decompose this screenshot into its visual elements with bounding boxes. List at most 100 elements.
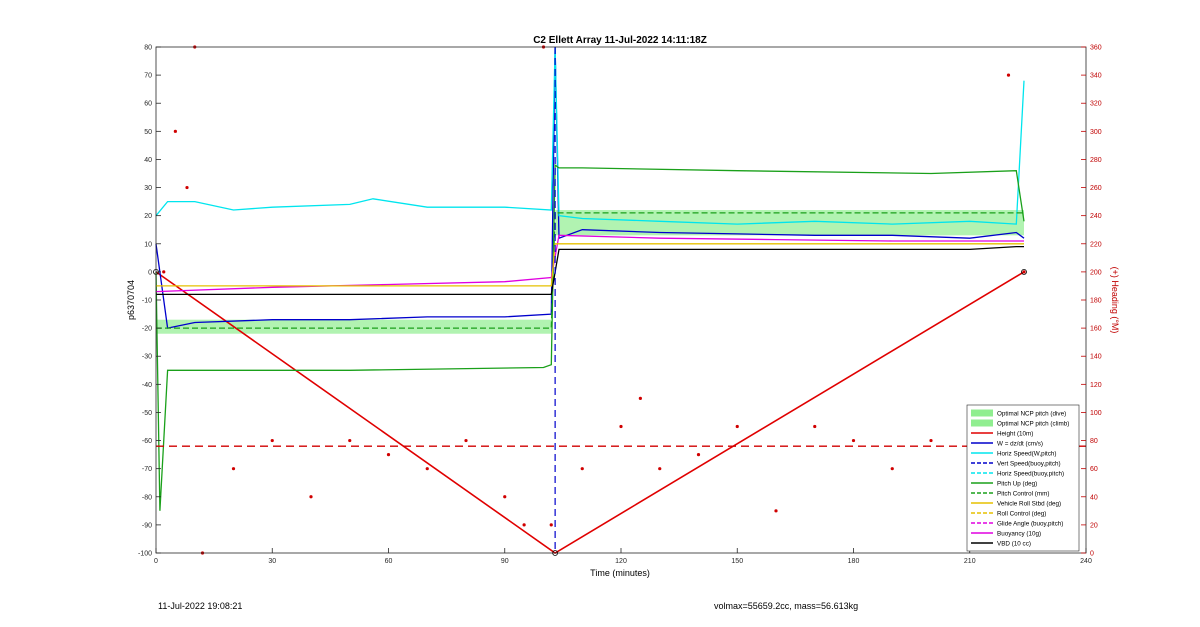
heading-point (386, 453, 391, 457)
heading-point (309, 495, 313, 499)
y-tick-label: 10 (144, 241, 152, 248)
y2-tick-label: 340 (1090, 73, 1102, 80)
legend-entry: Horiz Speed(W,pitch) (997, 451, 1057, 458)
y-tick-label: -50 (142, 410, 152, 417)
legend-entry: Buoyancy (10g) (997, 531, 1041, 538)
y-tick-label: -60 (142, 438, 152, 445)
legend-entry: Vert Speed(buoy,pitch) (997, 461, 1061, 468)
heading-point (851, 438, 856, 443)
y2-tick-label: 320 (1090, 101, 1102, 108)
y-axis-label: p6370704 (126, 280, 136, 320)
y2-tick-label: 200 (1090, 269, 1102, 276)
y2-tick-label: 20 (1090, 522, 1098, 529)
legend-entry: Height (10m) (997, 431, 1033, 438)
y2-tick-label: 160 (1090, 326, 1102, 333)
y2-axis-label: (+) Heading (°M) (1110, 267, 1120, 334)
heading-point (503, 495, 507, 499)
y-tick-label: 80 (144, 45, 152, 52)
legend-swatch (971, 419, 993, 427)
y-tick-label: -30 (142, 354, 152, 361)
series-vehicle-roll-stbd-deg (156, 243, 1024, 287)
chart-title: C2 Ellett Array 11-Jul-2022 14:11:18Z (533, 35, 707, 46)
y-tick-label: 40 (144, 157, 152, 164)
heading-point (348, 438, 352, 443)
heading-point (658, 467, 662, 471)
series-vbd-10-cc (156, 245, 1024, 296)
x-tick-label: 90 (501, 558, 509, 565)
heading-point (890, 467, 894, 471)
heading-point (1022, 270, 1026, 274)
x-tick-label: 60 (385, 558, 393, 565)
y-tick-label: -40 (142, 382, 152, 389)
legend-entry: Optimal NCP pitch (climb) (997, 421, 1069, 428)
axes-layer: 0 30 60 90 120 150 180 210 240-100-90-80-70-60-5… (138, 45, 1102, 566)
x-tick-label: 150 (731, 558, 743, 565)
heading-point (580, 467, 584, 471)
heading-point (270, 438, 274, 443)
y-tick-label: 0 (148, 269, 152, 276)
x-tick-label: 30 (268, 558, 276, 565)
y2-tick-label: 280 (1090, 157, 1102, 164)
heading-point (425, 467, 429, 471)
legend-entry: Horiz Speed(buoy,pitch) (997, 471, 1064, 478)
plot-frame (155, 46, 1087, 554)
y-tick-label: -90 (142, 522, 152, 529)
legend-entry: Optimal NCP pitch (dive) (997, 411, 1066, 418)
legend-entry: Vehicle Roll Stbd (deg) (997, 501, 1061, 508)
y-tick-label: 70 (144, 73, 152, 80)
ncp-band-dive (156, 319, 552, 334)
series-horiz-speed-w-pitch (155, 46, 1025, 225)
legend-entry: Pitch Control (mm) (997, 491, 1049, 498)
heading-point (929, 438, 933, 443)
y2-tick-label: 240 (1090, 213, 1102, 220)
legend-entry: Glide Angle (buoy,pitch) (997, 521, 1063, 528)
y2-tick-label: 80 (1090, 438, 1098, 445)
y-tick-label: 20 (144, 213, 152, 220)
legend-entry: Roll Control (deg) (997, 511, 1046, 518)
y-tick-label: -80 (142, 494, 152, 501)
y-tick-label: 30 (144, 185, 152, 192)
heading-point (464, 438, 468, 443)
legend-entry: W = dz/dt (cm/s) (997, 441, 1043, 448)
y2-tick-label: 120 (1090, 382, 1102, 389)
footer-mass-info: volmax=55659.2cc, mass=56.613kg (714, 601, 859, 611)
heading-point (1006, 73, 1011, 77)
legend-box (966, 404, 1080, 552)
heading-point (774, 509, 778, 513)
heading-point (638, 396, 642, 400)
x-tick-label: 210 (964, 558, 976, 565)
heading-point (549, 523, 553, 527)
heading-point (735, 424, 739, 429)
x-axis-label: Time (minutes) (590, 568, 650, 578)
heading-point (173, 129, 177, 133)
heading-point (813, 424, 817, 429)
y2-tick-label: 260 (1090, 185, 1102, 192)
y-tick-label: 60 (144, 101, 152, 108)
y-tick-label: -20 (142, 326, 152, 333)
y2-tick-label: 40 (1090, 494, 1098, 501)
y-tick-label: -100 (138, 551, 152, 558)
x-tick-label: 0 (154, 558, 158, 565)
y2-tick-label: 0 (1090, 551, 1094, 558)
height-marker (1021, 268, 1027, 275)
heading-point (619, 424, 623, 429)
data-layer (153, 45, 1086, 556)
legend-entry: VBD (10 cc) (997, 541, 1031, 548)
y2-tick-label: 140 (1090, 354, 1102, 361)
x-tick-label: 120 (615, 558, 627, 565)
y2-tick-label: 360 (1090, 45, 1102, 52)
y-tick-label: 50 (144, 129, 152, 136)
series-height-10m (155, 271, 1025, 554)
legend: Optimal NCP pitch (dive) Optimal NCP pitc… (966, 404, 1080, 552)
y2-tick-label: 60 (1090, 466, 1098, 473)
footer-timestamp: 11-Jul-2022 19:08:21 (158, 601, 243, 611)
heading-point (696, 453, 701, 457)
heading-point (522, 523, 526, 527)
y2-tick-label: 300 (1090, 129, 1102, 136)
heading-point (162, 270, 166, 274)
y-tick-label: -10 (142, 298, 152, 305)
x-tick-label: 240 (1080, 558, 1092, 565)
y-tick-label: -70 (142, 466, 152, 473)
y2-tick-label: 100 (1090, 410, 1102, 417)
